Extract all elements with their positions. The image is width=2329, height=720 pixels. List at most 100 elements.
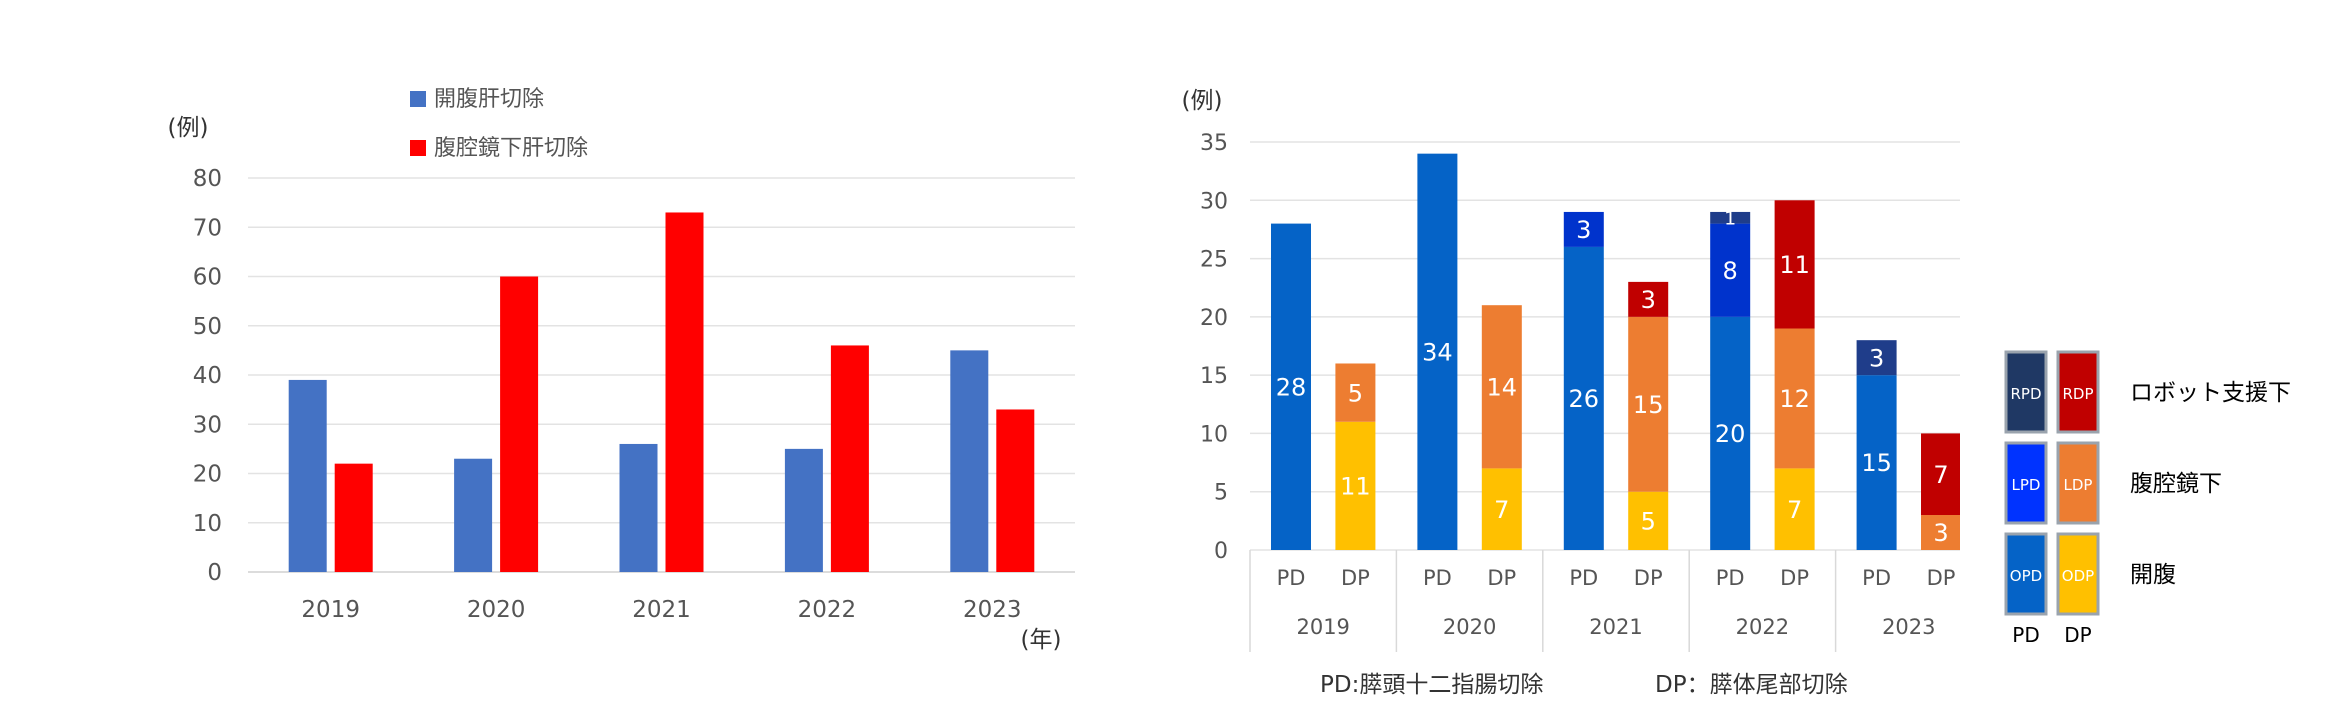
legend-cell-code: RPD bbox=[2010, 385, 2041, 403]
segment-value-label: 5 bbox=[1641, 507, 1656, 535]
x-tick-label: 2019 bbox=[301, 597, 360, 623]
bar-laparoscopic bbox=[665, 212, 704, 572]
segment-value-label: 14 bbox=[1487, 373, 1518, 401]
type-label-pd: PD bbox=[1277, 566, 1306, 590]
legend-cell-ldp bbox=[2056, 441, 2100, 525]
stack-segment bbox=[1335, 421, 1376, 550]
stack-segment bbox=[1270, 223, 1311, 550]
type-label-pd: PD bbox=[1716, 566, 1745, 590]
legend-label-open: 開腹肝切除 bbox=[434, 87, 544, 112]
x-axis-unit-label: (年) bbox=[1021, 627, 1062, 653]
y-tick-label: 35 bbox=[1200, 131, 1228, 156]
bar-laparoscopic bbox=[996, 409, 1035, 572]
stack-segment bbox=[1921, 433, 1960, 516]
x-tick-label: 2022 bbox=[798, 597, 857, 623]
year-label: 2022 bbox=[1736, 615, 1789, 639]
y-tick-label: 70 bbox=[193, 215, 222, 241]
legend-cell-code: LDP bbox=[2064, 476, 2093, 494]
y-tick-label: 20 bbox=[1200, 306, 1228, 331]
y-tick-label: 0 bbox=[1214, 539, 1228, 564]
segment-value-label: 8 bbox=[1723, 257, 1738, 285]
y-tick-label: 0 bbox=[207, 560, 222, 586]
y-tick-label: 15 bbox=[1200, 364, 1228, 389]
stack-segment bbox=[1628, 281, 1669, 317]
year-label: 2021 bbox=[1589, 615, 1642, 639]
y-tick-label: 25 bbox=[1200, 248, 1228, 273]
stack-segment bbox=[1856, 340, 1897, 376]
segment-value-label: 1 bbox=[1724, 208, 1736, 230]
legend-swatch-open bbox=[410, 91, 426, 107]
bar-open bbox=[288, 379, 327, 572]
legend-row-label: 開腹 bbox=[2130, 562, 2176, 588]
bar-open bbox=[619, 443, 658, 572]
type-label-pd: PD bbox=[1423, 566, 1452, 590]
segment-value-label: 7 bbox=[1787, 496, 1802, 524]
stack-segment bbox=[1710, 211, 1751, 224]
segment-value-label: 3 bbox=[1869, 344, 1884, 372]
legend-col-pd: PD bbox=[2012, 623, 2039, 647]
bar-open bbox=[950, 350, 989, 572]
year-label: 2019 bbox=[1296, 615, 1349, 639]
segment-value-label: 20 bbox=[1715, 420, 1746, 448]
stack-segment bbox=[1481, 468, 1522, 550]
stack-segment bbox=[1563, 211, 1604, 247]
type-label-dp: DP bbox=[1634, 566, 1663, 590]
stack-segment bbox=[1774, 468, 1815, 550]
bar-laparoscopic bbox=[500, 276, 539, 572]
legend-cell-rpd bbox=[2004, 350, 2048, 434]
year-label: 2023 bbox=[1882, 615, 1935, 639]
y-tick-label: 20 bbox=[193, 462, 222, 488]
type-label-dp: DP bbox=[1780, 566, 1809, 590]
stack-segment bbox=[1710, 223, 1751, 317]
segment-value-label: 11 bbox=[1779, 251, 1810, 279]
legend-cell-code: ODP bbox=[2062, 567, 2094, 585]
x-tick-label: 2021 bbox=[632, 597, 691, 623]
footnote-dp: DP：膵体尾部切除 bbox=[1655, 672, 1848, 698]
type-label-dp: DP bbox=[1927, 566, 1956, 590]
y-axis-unit-label: (例) bbox=[1182, 88, 1223, 114]
y-tick-label: 80 bbox=[193, 166, 222, 192]
y-tick-label: 50 bbox=[193, 314, 222, 340]
stack-segment bbox=[1774, 200, 1815, 329]
legend-cell-code: OPD bbox=[2010, 567, 2042, 585]
y-tick-label: 60 bbox=[193, 265, 222, 291]
y-tick-label: 10 bbox=[193, 511, 222, 537]
y-axis-unit-label: (例) bbox=[168, 115, 209, 141]
stack-segment bbox=[1481, 305, 1522, 469]
segment-value-label: 11 bbox=[1340, 473, 1371, 501]
segment-value-label: 15 bbox=[1633, 391, 1664, 419]
legend-label-lap: 腹腔鏡下肝切除 bbox=[434, 136, 588, 161]
y-tick-label: 40 bbox=[193, 363, 222, 389]
stack-segment bbox=[1774, 328, 1815, 469]
legend: 開腹肝切除 腹腔鏡下肝切除 bbox=[410, 87, 588, 161]
pancreatectomy-stacked-bar-chart: 051015202530352019PD28DP1152020PD34DP714… bbox=[1182, 88, 1960, 698]
y-tick-label: 10 bbox=[1200, 422, 1228, 447]
segment-value-label: 3 bbox=[1641, 286, 1656, 314]
stack-segment bbox=[1710, 316, 1751, 550]
year-label: 2020 bbox=[1443, 615, 1496, 639]
type-label-pd: PD bbox=[1569, 566, 1598, 590]
bar-laparoscopic bbox=[334, 463, 373, 572]
segment-value-label: 7 bbox=[1494, 496, 1509, 524]
liver-resection-bar-chart: 0 10 20 30 40 50 60 70 80 2019 2020 2021 2022 2023 (例… bbox=[168, 87, 1075, 653]
y-tick-label: 30 bbox=[1200, 189, 1228, 214]
legend-cell-rdp bbox=[2056, 350, 2100, 434]
bar-open bbox=[454, 458, 493, 572]
x-tick-label: 2023 bbox=[963, 597, 1022, 623]
y-tick-label: 30 bbox=[193, 412, 222, 438]
segment-value-label: 34 bbox=[1422, 338, 1453, 366]
stack-segment bbox=[1856, 375, 1897, 550]
legend-swatch-lap bbox=[410, 140, 426, 156]
stack-segment bbox=[1628, 491, 1669, 550]
legend-cell-code: LPD bbox=[2012, 476, 2041, 494]
segment-value-label: 3 bbox=[1576, 216, 1591, 244]
segment-value-label: 28 bbox=[1276, 373, 1307, 401]
type-label-dp: DP bbox=[1487, 566, 1516, 590]
legend-cell-odp bbox=[2056, 532, 2100, 616]
legend-cell-lpd bbox=[2004, 441, 2048, 525]
bar-open bbox=[784, 448, 823, 572]
type-label-pd: PD bbox=[1862, 566, 1891, 590]
legend-cell-opd bbox=[2004, 532, 2048, 616]
stack-segment bbox=[1335, 363, 1376, 422]
y-tick-label: 5 bbox=[1214, 481, 1228, 506]
